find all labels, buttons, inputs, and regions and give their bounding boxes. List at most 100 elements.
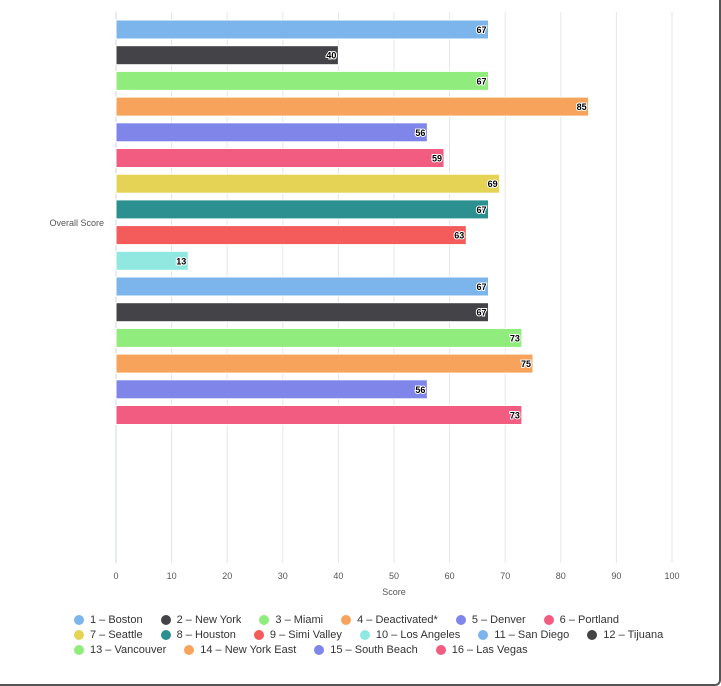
bar[interactable] <box>115 148 445 168</box>
x-tick-label: 60 <box>445 571 455 581</box>
bar[interactable] <box>115 302 490 323</box>
x-axis-title: Score <box>382 587 406 597</box>
bar[interactable] <box>115 327 523 348</box>
x-tick-label: 90 <box>611 571 621 581</box>
legend-dot-icon <box>543 614 554 625</box>
legend: 1 – Boston 2 – New York 3 – Miami 4 – Deact… <box>74 612 714 657</box>
legend-item[interactable]: 7 – Seattle <box>74 627 143 642</box>
data-label: 73 <box>510 333 520 343</box>
bar[interactable] <box>115 45 339 66</box>
legend-label: 4 – Deactivated* <box>357 613 438 626</box>
legend-item[interactable]: 9 – Simi Valley <box>253 627 342 642</box>
legend-dot-icon <box>74 644 84 655</box>
legend-row: 13 – Vancouver 14 – New York East 15 – Sou… <box>74 642 714 657</box>
x-tick-label: 80 <box>556 571 566 581</box>
bar[interactable] <box>115 70 490 91</box>
data-label: 85 <box>577 102 587 112</box>
bar[interactable] <box>115 122 428 143</box>
legend-item[interactable]: 4 – Deactivated* <box>341 612 438 627</box>
legend-item[interactable]: 5 – Denver <box>455 612 526 627</box>
legend-dot-icon <box>359 629 370 640</box>
bar[interactable] <box>115 353 534 374</box>
x-axis-ticks: 0 10 20 30 40 50 60 70 80 90 100 <box>113 571 679 581</box>
legend-dot-icon <box>587 629 598 640</box>
data-labels: 67 40 67 85 56 59 69 67 63 13 67 67 73 75 56 73 <box>175 24 587 422</box>
legend-item[interactable]: 2 – New York <box>160 612 242 627</box>
data-label: 67 <box>477 25 487 35</box>
legend-label: 2 – New York <box>176 613 242 626</box>
legend-item[interactable]: 1 – Boston <box>74 612 143 627</box>
legend-label: 14 – New York East <box>200 643 297 656</box>
legend-label: 9 – Simi Valley <box>269 628 342 641</box>
legend-dot-icon <box>184 644 195 655</box>
data-label: 73 <box>510 411 520 421</box>
bar[interactable] <box>115 225 467 246</box>
legend-dot-icon <box>478 629 489 640</box>
bar[interactable] <box>115 199 490 220</box>
data-label: 56 <box>415 128 425 138</box>
legend-item[interactable]: 13 – Vancouver <box>74 642 166 657</box>
legend-item[interactable]: 8 – Houston <box>160 627 236 642</box>
legend-label: 11 – San Diego <box>494 628 570 641</box>
data-label: 67 <box>477 76 487 86</box>
bar[interactable] <box>115 405 523 425</box>
bar[interactable] <box>115 19 490 40</box>
legend-row: 7 – Seattle 8 – Houston 9 – Simi Valley 10 … <box>74 627 714 642</box>
data-label: 67 <box>477 308 487 318</box>
legend-dot-icon <box>253 629 264 640</box>
legend-dot-icon <box>314 644 325 655</box>
data-label: 63 <box>454 231 464 241</box>
x-tick-label: 70 <box>500 571 510 581</box>
legend-item[interactable]: 10 – Los Angeles <box>359 627 461 642</box>
data-label: 40 <box>326 51 336 61</box>
legend-label: 8 – Houston <box>176 628 236 641</box>
x-tick-label: 50 <box>389 571 399 581</box>
x-tick-label: 10 <box>167 571 177 581</box>
legend-dot-icon <box>160 629 171 640</box>
legend-item[interactable]: 15 – South Beach <box>314 642 418 657</box>
data-label: 56 <box>415 385 425 395</box>
legend-item[interactable]: 16 – Las Vegas <box>435 642 528 657</box>
x-tick-label: 0 <box>113 571 118 581</box>
legend-label: 16 – Las Vegas <box>451 643 528 656</box>
legend-label: 3 – Miami <box>275 613 324 626</box>
legend-dot-icon <box>435 644 446 655</box>
category-label: Overall Score <box>49 218 104 228</box>
legend-dot-icon <box>74 629 84 640</box>
x-tick-label: 20 <box>222 571 232 581</box>
bar[interactable] <box>115 96 590 117</box>
legend-label: 15 – South Beach <box>330 643 418 656</box>
data-label: 69 <box>488 179 498 189</box>
legend-dot-icon <box>341 614 352 625</box>
legend-label: 10 – Los Angeles <box>375 628 461 641</box>
data-label: 75 <box>521 359 531 369</box>
legend-label: 12 – Tijuana <box>603 628 664 641</box>
legend-item[interactable]: 14 – New York East <box>184 642 296 657</box>
legend-item[interactable]: 12 – Tijuana <box>587 627 663 642</box>
bar[interactable] <box>115 276 490 297</box>
legend-item[interactable]: 3 – Miami <box>259 612 323 627</box>
legend-dot-icon <box>455 614 466 625</box>
data-label: 67 <box>477 282 487 292</box>
legend-label: 5 – Denver <box>471 613 526 626</box>
bar[interactable] <box>115 379 428 400</box>
data-label: 67 <box>477 205 487 215</box>
data-label: 59 <box>432 154 442 164</box>
x-tick-label: 40 <box>333 571 343 581</box>
legend-label: 13 – Vancouver <box>90 643 167 656</box>
x-tick-label: 100 <box>664 571 679 581</box>
legend-row: 1 – Boston 2 – New York 3 – Miami 4 – Deact… <box>74 612 714 627</box>
legend-item[interactable]: 6 – Portland <box>543 612 619 627</box>
bar[interactable] <box>115 173 501 194</box>
bars <box>115 19 590 425</box>
data-label: 13 <box>176 256 186 266</box>
legend-item[interactable]: 11 – San Diego <box>478 627 569 642</box>
legend-dot-icon <box>160 614 171 625</box>
bar[interactable] <box>115 250 189 271</box>
legend-label: 1 – Boston <box>90 613 143 626</box>
x-tick-label: 30 <box>278 571 288 581</box>
legend-label: 7 – Seattle <box>90 628 143 641</box>
legend-label: 6 – Portland <box>559 613 619 626</box>
legend-dot-icon <box>259 614 270 625</box>
